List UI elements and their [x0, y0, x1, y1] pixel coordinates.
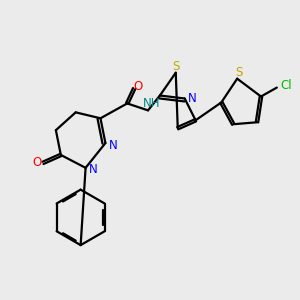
Text: N: N [89, 163, 98, 176]
Text: S: S [172, 60, 179, 73]
Text: NH: NH [143, 97, 161, 110]
Text: N: N [188, 92, 197, 105]
Text: Cl: Cl [280, 79, 292, 92]
Text: N: N [109, 139, 118, 152]
Text: S: S [236, 66, 243, 79]
Text: O: O [32, 156, 42, 170]
Text: O: O [134, 80, 143, 93]
